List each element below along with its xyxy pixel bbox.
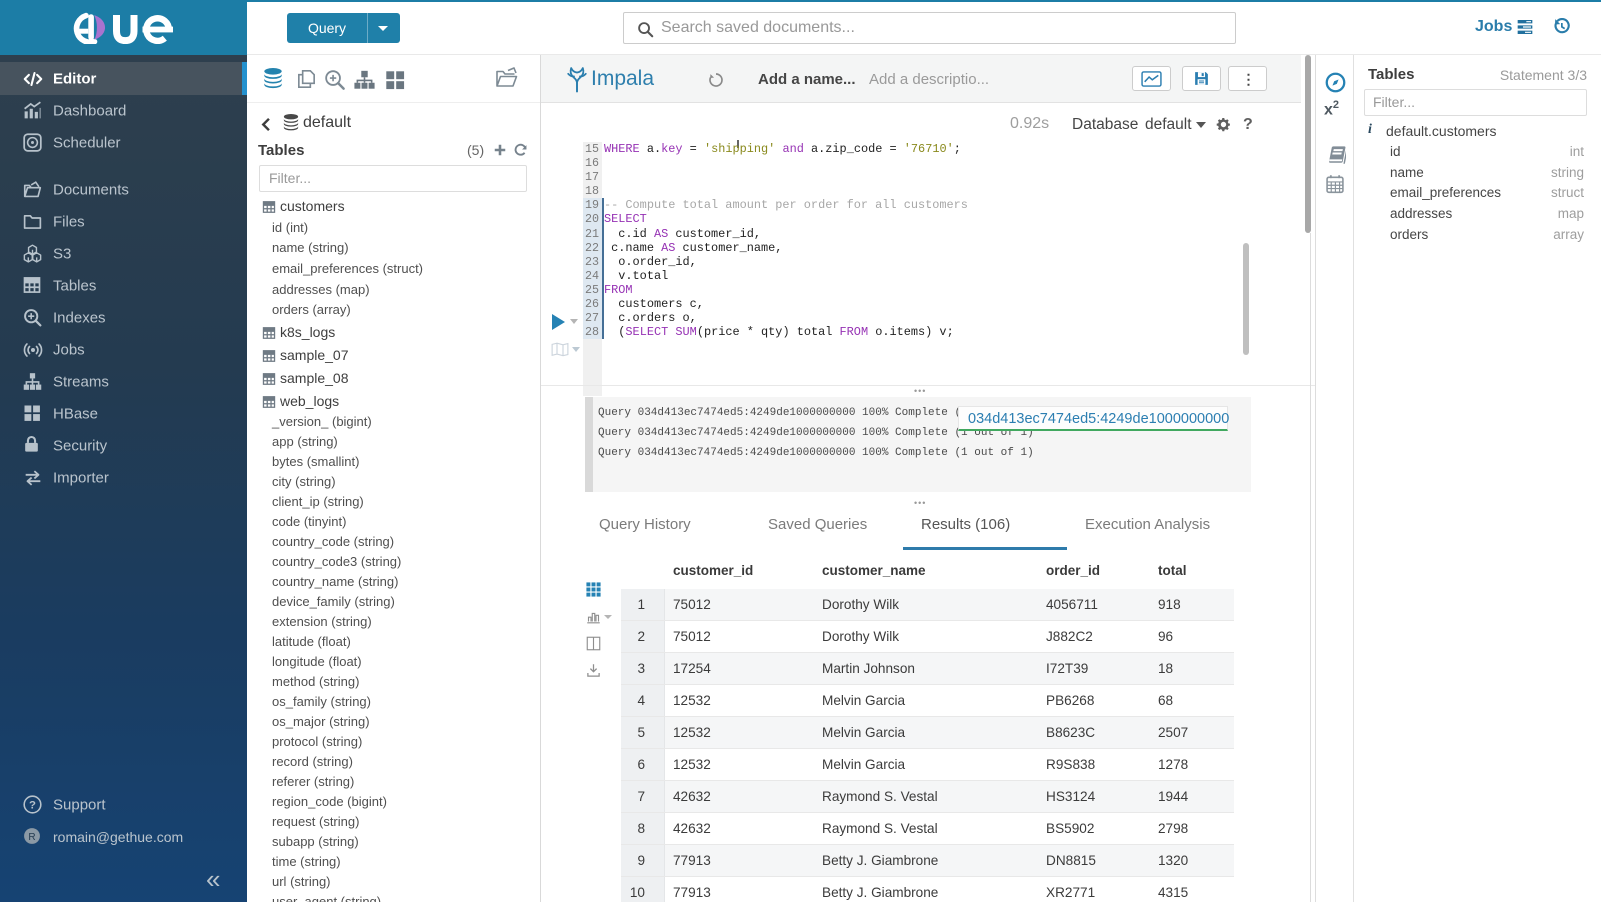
svg-text:?: ? (29, 799, 36, 811)
svg-text:R: R (28, 832, 35, 843)
